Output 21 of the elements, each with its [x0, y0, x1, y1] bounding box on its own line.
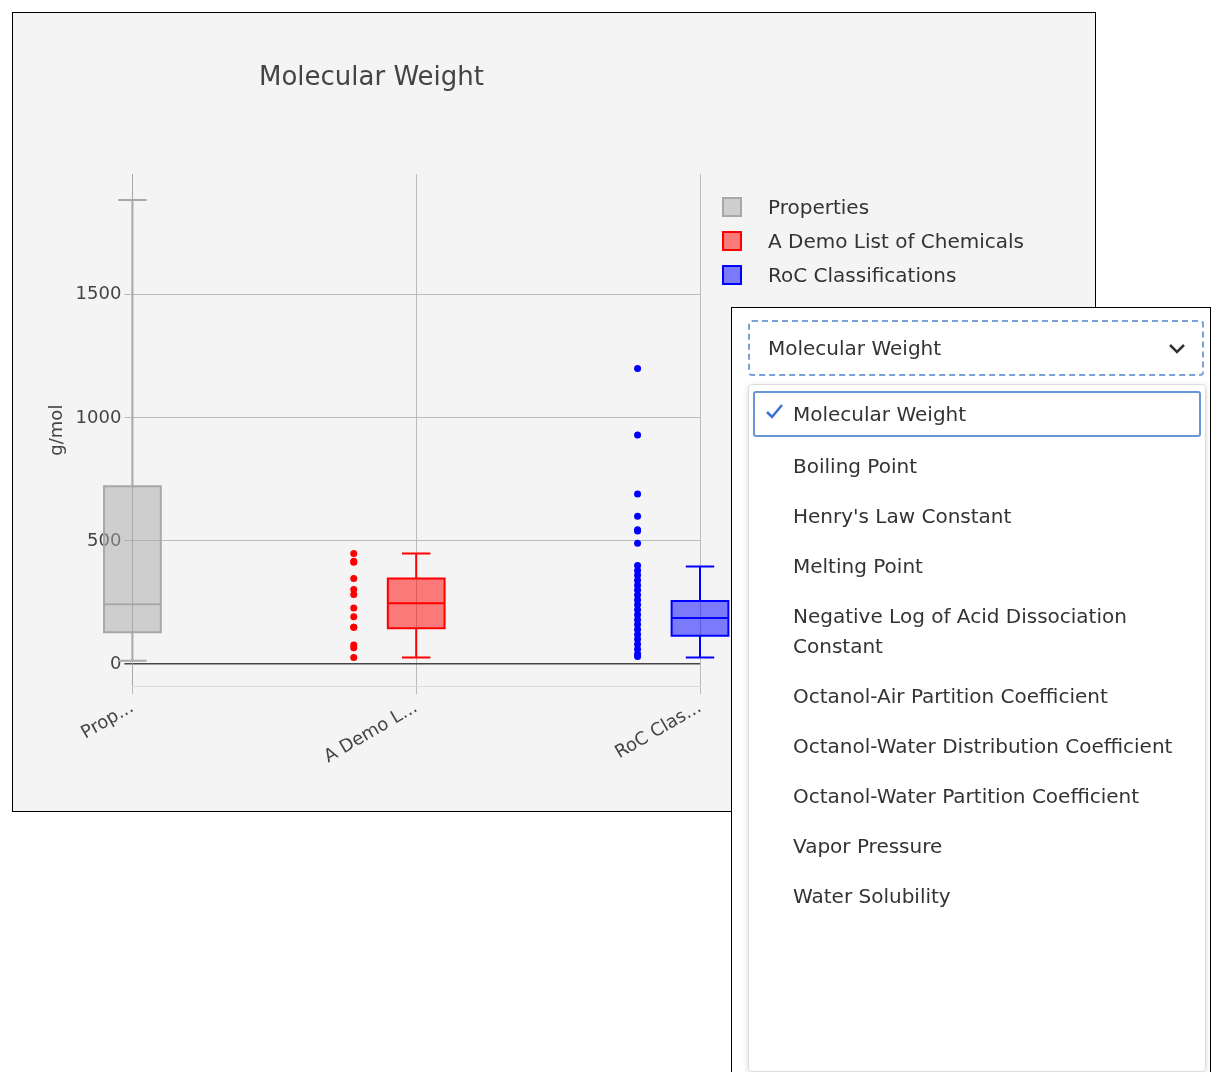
text: Octanol-Water Distribution Coefficient: [792, 733, 1174, 760]
text: Vapor Pressure: [792, 833, 944, 860]
y-tick-label: 0: [109, 651, 122, 673]
legend-label: RoC Classifications: [767, 262, 958, 289]
x-tick-label: Prop...: [76, 695, 137, 743]
text: Boiling Point: [792, 453, 918, 480]
text: Octanol-Air Partition Coefficient: [792, 683, 1109, 710]
legend-label: Properties: [767, 194, 871, 221]
x-tick-label: RoC Clas...: [610, 695, 705, 762]
text: Henry's Law Constant: [792, 503, 1013, 530]
text: Melting Point: [792, 553, 924, 580]
text: Water Solubility: [792, 883, 952, 910]
y-tick-label: 1000: [75, 405, 122, 427]
y-tick-label: 1500: [75, 282, 122, 304]
text: Negative Log of Acid Dissociation Constant: [792, 603, 1128, 660]
y-axis-title: g/mol: [45, 404, 67, 456]
text: Molecular Weight: [753, 391, 1201, 437]
legend-label: A Demo List of Chemicals: [767, 228, 1024, 255]
chart-title: Molecular Weight: [258, 61, 485, 92]
text: Molecular Weight: [748, 320, 1204, 376]
text: Octanol-Water Partition Coefficient: [792, 783, 1141, 810]
